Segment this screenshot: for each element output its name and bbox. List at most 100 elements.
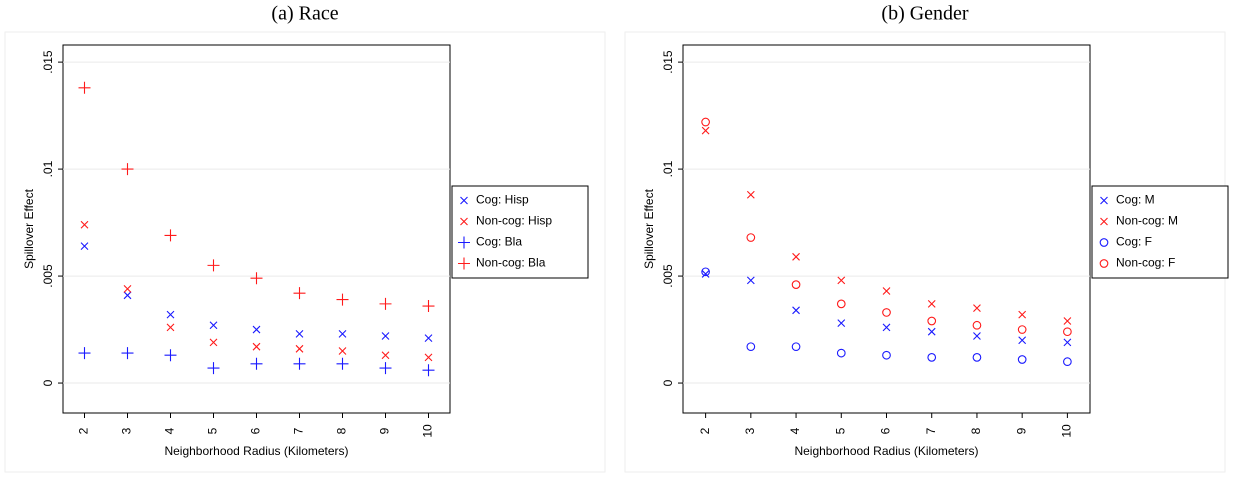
point bbox=[882, 308, 891, 317]
point bbox=[792, 306, 800, 315]
x-tick-label: 2 bbox=[77, 427, 91, 434]
point bbox=[295, 344, 304, 353]
y-axis-label: Spillover Effect bbox=[642, 188, 656, 268]
point bbox=[837, 276, 846, 285]
point bbox=[882, 350, 891, 360]
point bbox=[882, 287, 891, 295]
point bbox=[701, 267, 710, 277]
x-tick-label: 3 bbox=[120, 427, 134, 434]
x-tick-label: 5 bbox=[206, 427, 220, 434]
point bbox=[123, 285, 132, 293]
point bbox=[701, 126, 710, 135]
legend-label: Cog: Bla bbox=[476, 235, 522, 249]
point bbox=[972, 353, 982, 362]
y-tick-label: .015 bbox=[661, 50, 675, 74]
point bbox=[424, 334, 433, 343]
legend-marker bbox=[460, 217, 468, 226]
x-axis-label: Neighborhood Radius (Kilometers) bbox=[794, 444, 978, 458]
legend-marker bbox=[1100, 217, 1108, 226]
x-tick-label: 10 bbox=[421, 424, 435, 438]
x-tick-label: 8 bbox=[335, 427, 349, 434]
point bbox=[1063, 357, 1072, 367]
x-tick-label: 8 bbox=[969, 427, 983, 434]
point bbox=[701, 117, 710, 127]
point bbox=[972, 320, 982, 330]
point bbox=[164, 229, 177, 242]
x-tick-label: 4 bbox=[788, 427, 802, 434]
point bbox=[746, 276, 755, 285]
point bbox=[293, 287, 306, 300]
x-tick-label: 4 bbox=[163, 427, 177, 434]
point bbox=[701, 270, 710, 278]
point bbox=[836, 348, 846, 358]
point bbox=[792, 252, 800, 261]
x-axis-label: Neighborhood Radius (Kilometers) bbox=[164, 444, 348, 458]
point bbox=[973, 332, 981, 340]
point bbox=[336, 357, 349, 370]
y-tick-label: .01 bbox=[661, 160, 675, 177]
point bbox=[250, 357, 263, 370]
point bbox=[166, 310, 175, 319]
y-tick-label: 0 bbox=[41, 379, 55, 386]
point bbox=[1063, 317, 1072, 325]
point bbox=[882, 323, 891, 332]
y-tick-label: .015 bbox=[41, 50, 55, 74]
point bbox=[927, 353, 937, 362]
legend-label: Non-cog: F bbox=[1116, 256, 1175, 270]
x-tick-label: 7 bbox=[924, 427, 938, 434]
legend-marker bbox=[1100, 196, 1108, 205]
legend-label: Cog: M bbox=[1116, 193, 1155, 207]
x-tick-label: 9 bbox=[378, 427, 392, 434]
point bbox=[209, 338, 218, 347]
point bbox=[336, 293, 349, 306]
point bbox=[121, 163, 134, 176]
legend-marker bbox=[1099, 259, 1109, 268]
x-tick-label: 9 bbox=[1014, 427, 1028, 434]
point bbox=[338, 329, 347, 338]
point bbox=[293, 357, 306, 370]
point bbox=[250, 272, 263, 285]
y-tick-label: .01 bbox=[41, 160, 55, 177]
legend-label: Non-cog: Bla bbox=[476, 256, 546, 270]
point bbox=[746, 190, 755, 199]
point bbox=[379, 362, 392, 375]
y-tick-label: .005 bbox=[661, 264, 675, 288]
point bbox=[746, 233, 756, 242]
x-tick-label: 6 bbox=[249, 427, 263, 434]
point bbox=[791, 342, 801, 352]
point bbox=[78, 81, 91, 94]
point bbox=[746, 342, 756, 352]
x-tick-label: 6 bbox=[879, 427, 893, 434]
point bbox=[424, 353, 433, 362]
point bbox=[379, 297, 392, 310]
legend-marker bbox=[460, 196, 468, 205]
point bbox=[164, 349, 177, 362]
point bbox=[791, 280, 801, 289]
legend-label: Non-cog: M bbox=[1116, 214, 1178, 228]
point bbox=[836, 299, 846, 309]
point bbox=[381, 332, 390, 340]
point bbox=[1018, 310, 1027, 319]
y-tick-label: 0 bbox=[661, 379, 675, 386]
point bbox=[252, 342, 261, 351]
point bbox=[207, 259, 220, 272]
point bbox=[166, 323, 175, 332]
x-tick-label: 3 bbox=[743, 427, 757, 434]
point bbox=[1017, 355, 1027, 364]
point bbox=[252, 325, 261, 334]
point bbox=[78, 347, 91, 360]
point bbox=[973, 304, 981, 313]
legend-label: Cog: F bbox=[1116, 235, 1152, 249]
point bbox=[381, 351, 390, 360]
legend-box bbox=[1091, 185, 1229, 279]
point bbox=[1063, 338, 1072, 347]
point bbox=[422, 300, 435, 313]
point bbox=[927, 327, 936, 336]
point bbox=[927, 316, 937, 326]
point bbox=[927, 299, 936, 308]
point bbox=[837, 319, 846, 328]
x-tick-label: 2 bbox=[698, 427, 712, 434]
point bbox=[295, 329, 304, 338]
legend-box bbox=[451, 185, 589, 279]
